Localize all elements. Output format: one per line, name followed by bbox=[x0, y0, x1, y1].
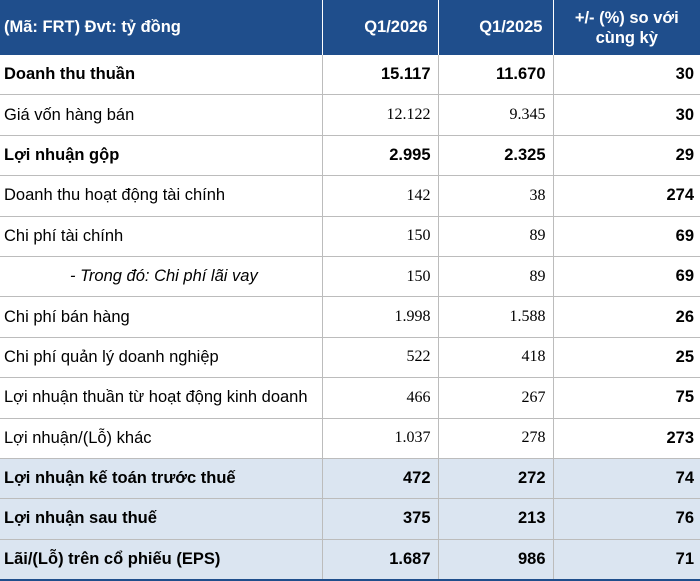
table-row: Lợi nhuận kế toán trước thuế 472 272 74 bbox=[0, 458, 700, 500]
table-row: Chi phí bán hàng 1.998 1.588 26 bbox=[0, 296, 700, 338]
cell-q1-2026: 1.687 bbox=[322, 539, 439, 581]
row-label: Lợi nhuận sau thuế bbox=[0, 498, 323, 540]
row-label: Lợi nhuận thuần từ hoạt động kinh doanh bbox=[0, 377, 323, 419]
table-row: Doanh thu thuần 15.117 11.670 30 bbox=[0, 55, 700, 96]
row-label: Doanh thu thuần bbox=[0, 55, 323, 96]
row-label: Lợi nhuận gộp bbox=[0, 135, 323, 177]
table-row: Giá vốn hàng bán 12.122 9.345 30 bbox=[0, 94, 700, 136]
cell-q1-2025: 9.345 bbox=[438, 94, 554, 136]
cell-q1-2026: 12.122 bbox=[322, 94, 439, 136]
cell-q1-2026: 150 bbox=[322, 256, 439, 298]
table-row: Lãi/(Lỗ) trên cổ phiếu (EPS) 1.687 986 7… bbox=[0, 539, 700, 581]
cell-q1-2025: 213 bbox=[438, 498, 554, 540]
cell-q1-2025: 89 bbox=[438, 216, 554, 257]
cell-yoy-pct: 71 bbox=[553, 539, 700, 581]
cell-q1-2026: 142 bbox=[322, 175, 439, 217]
cell-yoy-pct: 69 bbox=[553, 256, 700, 298]
cell-yoy-pct: 25 bbox=[553, 337, 700, 379]
row-label: Giá vốn hàng bán bbox=[0, 94, 323, 136]
table-row: - Trong đó: Chi phí lãi vay 150 89 69 bbox=[0, 256, 700, 298]
row-label: - Trong đó: Chi phí lãi vay bbox=[0, 256, 323, 298]
cell-yoy-pct: 273 bbox=[553, 418, 700, 459]
header-yoy-line2: cùng kỳ bbox=[595, 28, 658, 47]
row-label: Chi phí bán hàng bbox=[0, 296, 323, 338]
cell-q1-2025: 272 bbox=[438, 458, 554, 500]
cell-q1-2025: 418 bbox=[438, 337, 554, 379]
cell-q1-2026: 522 bbox=[322, 337, 439, 379]
row-label: Doanh thu hoạt động tài chính bbox=[0, 175, 323, 217]
cell-q1-2026: 1.998 bbox=[322, 296, 439, 338]
table-row: Lợi nhuận thuần từ hoạt động kinh doanh … bbox=[0, 377, 700, 419]
row-label: Lãi/(Lỗ) trên cổ phiếu (EPS) bbox=[0, 539, 323, 581]
cell-q1-2025: 1.588 bbox=[438, 296, 554, 338]
cell-q1-2025: 38 bbox=[438, 175, 554, 217]
cell-yoy-pct: 69 bbox=[553, 216, 700, 257]
cell-q1-2026: 2.995 bbox=[322, 135, 439, 177]
cell-q1-2026: 375 bbox=[322, 498, 439, 540]
header-q1-2025: Q1/2025 bbox=[438, 0, 554, 55]
cell-yoy-pct: 30 bbox=[553, 55, 700, 96]
cell-q1-2026: 472 bbox=[322, 458, 439, 500]
row-label: Chi phí tài chính bbox=[0, 216, 323, 257]
cell-q1-2026: 15.117 bbox=[322, 55, 439, 96]
cell-q1-2025: 278 bbox=[438, 418, 554, 459]
row-label: Lợi nhuận kế toán trước thuế bbox=[0, 458, 323, 500]
table-header-row: (Mã: FRT) Đvt: tỷ đồng Q1/2026 Q1/2025 +… bbox=[0, 0, 700, 55]
table-row: Lợi nhuận gộp 2.995 2.325 29 bbox=[0, 135, 700, 177]
cell-q1-2025: 986 bbox=[438, 539, 554, 581]
cell-yoy-pct: 75 bbox=[553, 377, 700, 419]
row-label: Chi phí quản lý doanh nghiệp bbox=[0, 337, 323, 379]
table-row: Chi phí quản lý doanh nghiệp 522 418 25 bbox=[0, 337, 700, 379]
cell-q1-2025: 2.325 bbox=[438, 135, 554, 177]
cell-yoy-pct: 76 bbox=[553, 498, 700, 540]
cell-q1-2025: 267 bbox=[438, 377, 554, 419]
cell-yoy-pct: 30 bbox=[553, 94, 700, 136]
cell-q1-2025: 89 bbox=[438, 256, 554, 298]
cell-yoy-pct: 274 bbox=[553, 175, 700, 217]
header-unit-label: (Mã: FRT) Đvt: tỷ đồng bbox=[0, 0, 323, 55]
cell-q1-2025: 11.670 bbox=[438, 55, 554, 96]
table-row: Lợi nhuận sau thuế 375 213 76 bbox=[0, 498, 700, 540]
cell-q1-2026: 150 bbox=[322, 216, 439, 257]
header-yoy-line1: +/- (%) so với bbox=[574, 8, 679, 27]
table-row: Lợi nhuận/(Lỗ) khác 1.037 278 273 bbox=[0, 418, 700, 459]
cell-q1-2026: 466 bbox=[322, 377, 439, 419]
table-row: Doanh thu hoạt động tài chính 142 38 274 bbox=[0, 175, 700, 217]
cell-yoy-pct: 74 bbox=[553, 458, 700, 500]
cell-q1-2026: 1.037 bbox=[322, 418, 439, 459]
row-label: Lợi nhuận/(Lỗ) khác bbox=[0, 418, 323, 459]
header-yoy-change: +/- (%) so với cùng kỳ bbox=[553, 0, 700, 55]
table-row: Chi phí tài chính 150 89 69 bbox=[0, 216, 700, 257]
cell-yoy-pct: 29 bbox=[553, 135, 700, 177]
cell-yoy-pct: 26 bbox=[553, 296, 700, 338]
header-q1-2026: Q1/2026 bbox=[322, 0, 439, 55]
